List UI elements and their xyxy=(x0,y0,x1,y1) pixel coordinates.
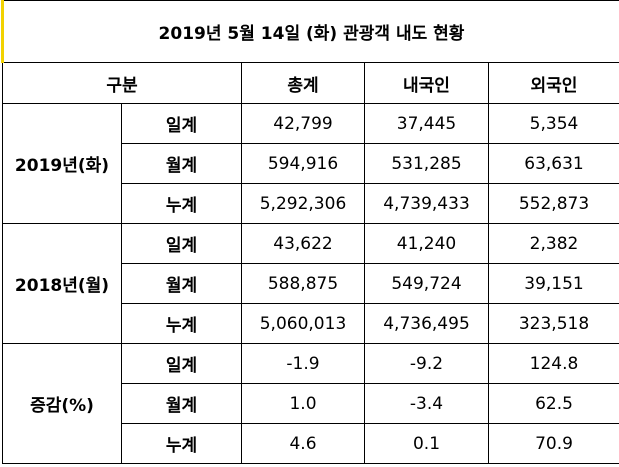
value-cell: 594,916 xyxy=(241,143,365,184)
data-row: 누계 5,292,306 4,739,433 552,873 xyxy=(3,183,619,224)
row-label: 누계 xyxy=(121,423,242,464)
value-cell: 70.9 xyxy=(488,423,619,464)
data-row: 2019년(화) 일계 42,799 37,445 5,354 xyxy=(2,103,619,224)
group-label: 2019년(화) xyxy=(2,103,122,224)
value-cell: 42,799 xyxy=(241,103,365,144)
header-cell: 총계 xyxy=(241,62,365,104)
header-cell: 내국인 xyxy=(364,62,489,104)
value-cell: -9.2 xyxy=(364,343,489,384)
value-cell: 588,875 xyxy=(241,263,365,304)
data-row: 월계 588,875 549,724 39,151 xyxy=(3,263,619,304)
header-cell: 구분 xyxy=(2,62,242,104)
value-cell: 124.8 xyxy=(488,343,619,384)
value-cell: 62.5 xyxy=(488,383,619,424)
header-cell: 외국인 xyxy=(488,62,619,104)
value-cell: 4.6 xyxy=(241,423,365,464)
row-label: 일계 xyxy=(121,103,242,144)
data-row: 누계 5,060,013 4,736,495 323,518 xyxy=(3,303,619,344)
value-cell: -1.9 xyxy=(241,343,365,384)
value-cell: 5,354 xyxy=(488,103,619,144)
data-row: 월계 1.0 -3.4 62.5 xyxy=(3,383,619,424)
title-row: 2019년 5월 14일 (화) 관광객 내도 현황 xyxy=(1,0,619,63)
data-row: 누계 4.6 0.1 70.9 xyxy=(3,423,619,464)
row-label: 누계 xyxy=(121,303,242,344)
value-cell: 39,151 xyxy=(488,263,619,304)
value-cell: 4,736,495 xyxy=(364,303,489,344)
row-label: 일계 xyxy=(121,223,242,264)
data-row: 월계 594,916 531,285 63,631 xyxy=(3,143,619,184)
value-cell: 5,060,013 xyxy=(241,303,365,344)
value-cell: 37,445 xyxy=(364,103,489,144)
row-label: 월계 xyxy=(121,263,242,304)
value-cell: 531,285 xyxy=(364,143,489,184)
data-row: 증감(%) 일계 -1.9 -9.2 124.8 xyxy=(2,343,619,464)
title: 2019년 5월 14일 (화) 관광객 내도 현황 xyxy=(1,0,619,63)
row-label: 월계 xyxy=(121,143,242,184)
row-label: 일계 xyxy=(121,343,242,384)
value-cell: 1.0 xyxy=(241,383,365,424)
group-label: 증감(%) xyxy=(2,343,122,464)
value-cell: 549,724 xyxy=(364,263,489,304)
value-cell: 323,518 xyxy=(488,303,619,344)
header-row: 구분 총계 내국인 외국인 xyxy=(2,62,619,104)
row-label: 월계 xyxy=(121,383,242,424)
value-cell: 0.1 xyxy=(364,423,489,464)
row-label: 누계 xyxy=(121,183,242,224)
value-cell: 552,873 xyxy=(488,183,619,224)
value-cell: 5,292,306 xyxy=(241,183,365,224)
data-row: 2018년(월) 일계 43,622 41,240 2,382 xyxy=(2,223,619,344)
value-cell: 63,631 xyxy=(488,143,619,184)
value-cell: -3.4 xyxy=(364,383,489,424)
value-cell: 41,240 xyxy=(364,223,489,264)
group-label: 2018년(월) xyxy=(2,223,122,344)
value-cell: 43,622 xyxy=(241,223,365,264)
value-cell: 2,382 xyxy=(488,223,619,264)
value-cell: 4,739,433 xyxy=(364,183,489,224)
